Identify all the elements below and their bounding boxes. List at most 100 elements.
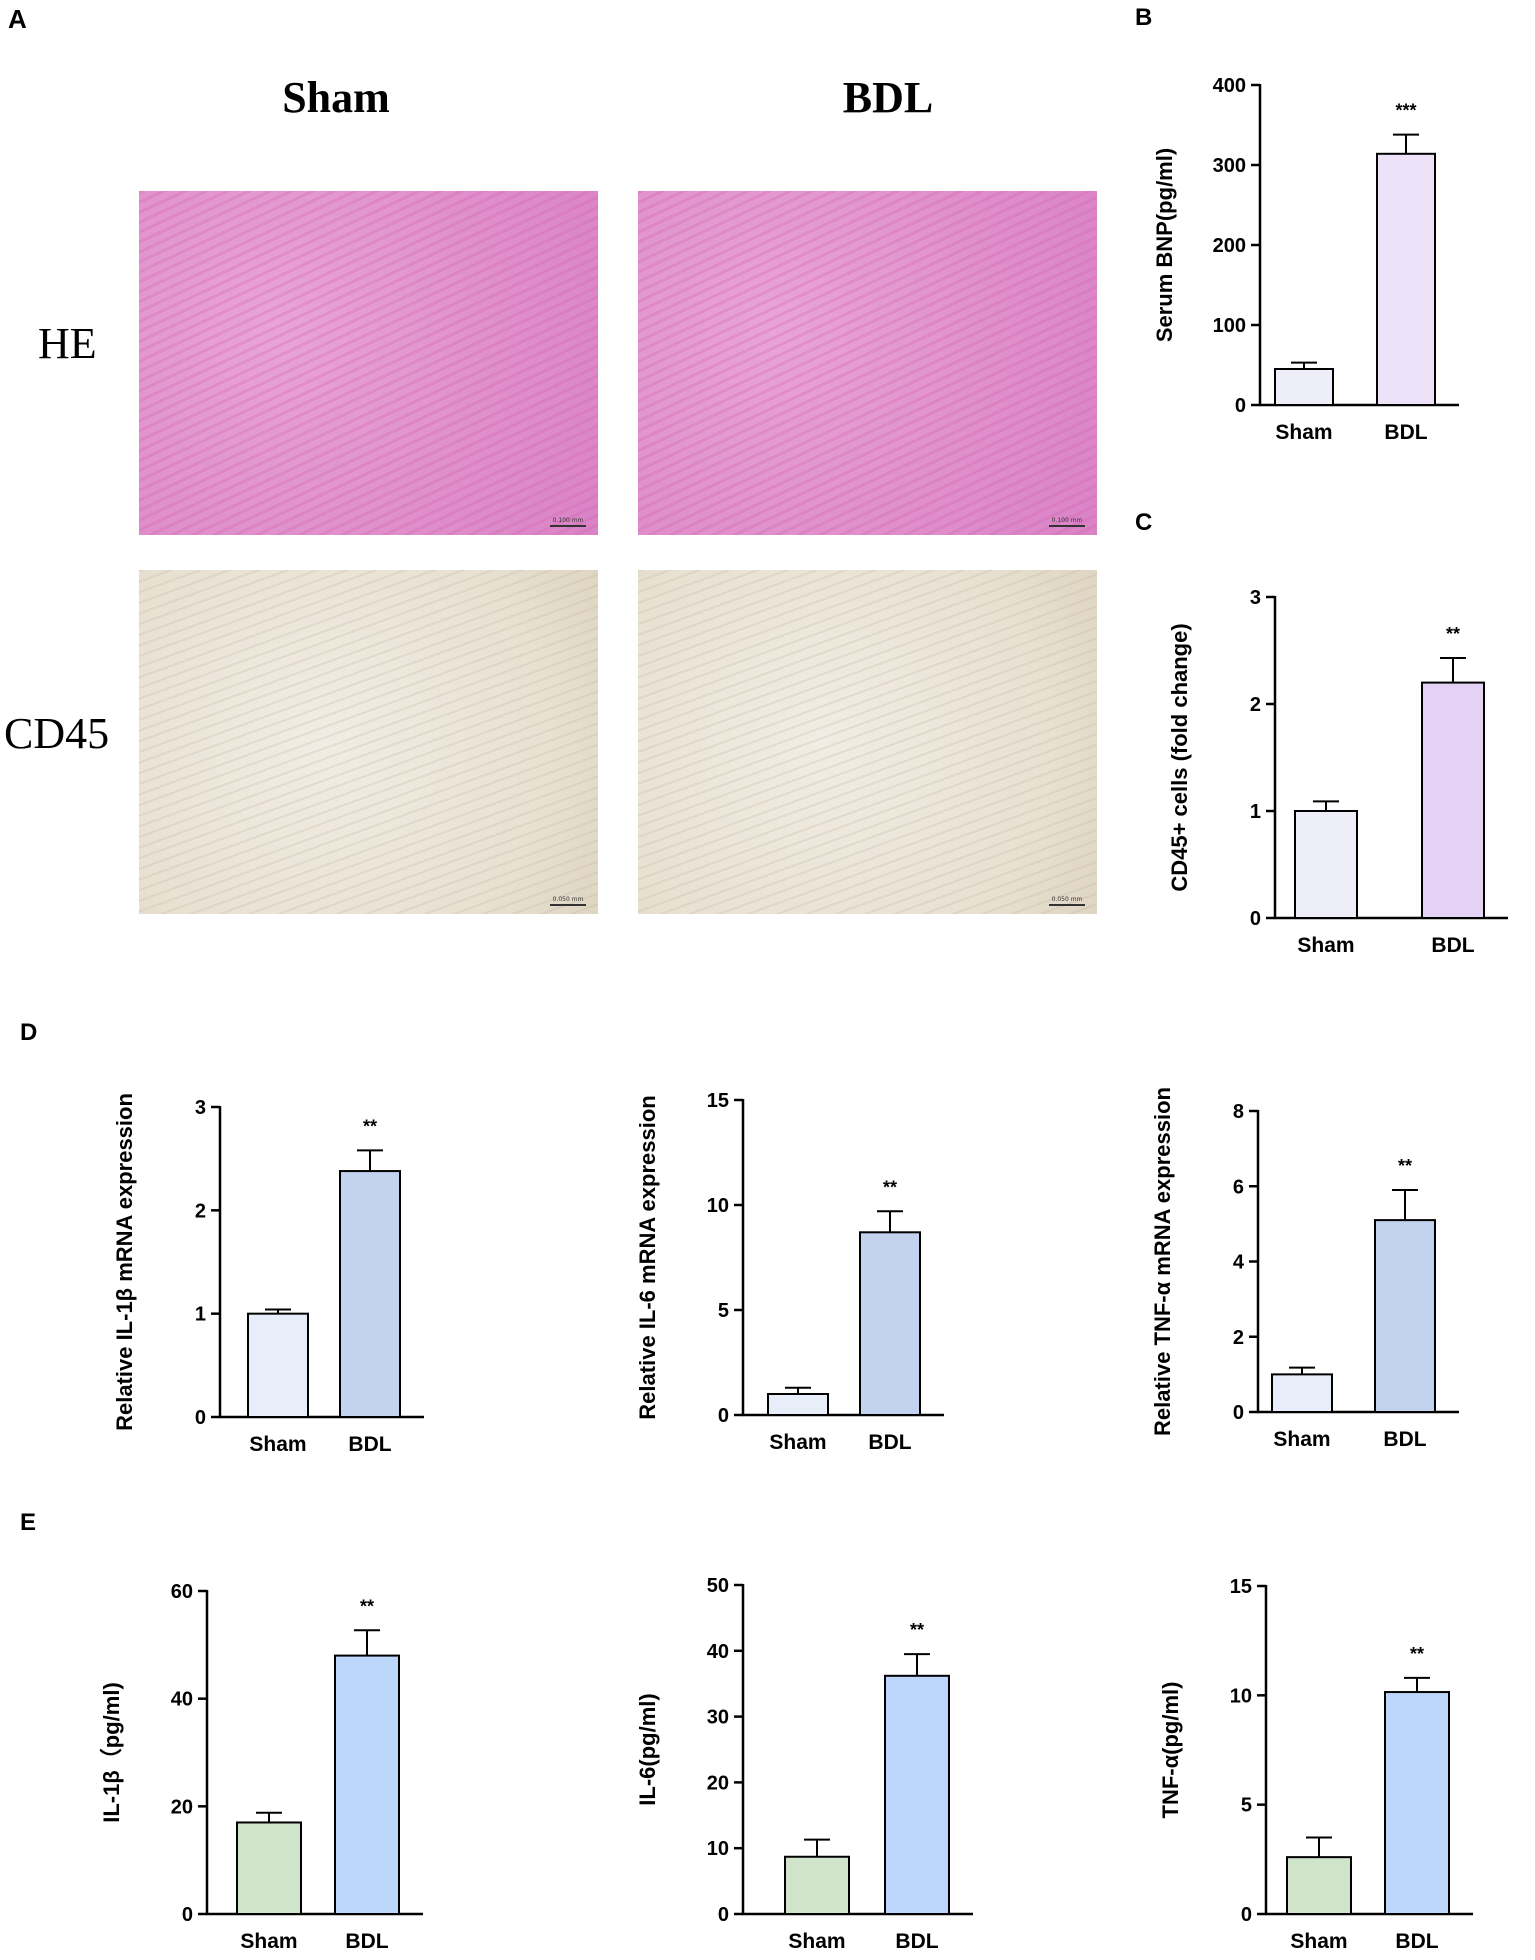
chart-il6-serum: 0 10 20 30 40 50 IL-6(pg/ml) Sham BDL ** (635, 1575, 973, 1953)
scale-bar: 0.100 mm (550, 517, 586, 527)
chart-il1b-mrna: D 0 1 2 3 Relative IL-1β mRNA expression Sham B… (20, 1020, 424, 1456)
bar-bdl (1384, 1691, 1450, 1915)
x-category-label: Sham (788, 1930, 845, 1953)
bar-sham (784, 1855, 850, 1915)
y-tick-label: 5 (1241, 1795, 1252, 1817)
y-tick-label: 300 (1213, 155, 1246, 177)
y-tick-label: 1 (195, 1304, 206, 1326)
bar-sham (247, 1312, 309, 1418)
y-axis-title: Serum BNP(pg/ml) (1152, 148, 1177, 342)
y-tick-label: 40 (707, 1641, 729, 1663)
scale-bar: 0.050 mm (550, 896, 586, 906)
x-category-label: BDL (1431, 934, 1474, 957)
y-tick-label: 40 (171, 1689, 193, 1711)
y-tick-label: 20 (707, 1772, 729, 1794)
scale-bar: 0.100 mm (1049, 517, 1085, 527)
significance-marker: ** (910, 1620, 924, 1640)
chart-tnfa-mrna: 0 2 4 6 8 Relative TNF-α mRNA expression Sham B… (1150, 1087, 1459, 1451)
x-category-label: BDL (1395, 1930, 1438, 1953)
y-tick-label: 3 (195, 1097, 206, 1119)
chart-il6-mrna: 0 5 10 15 Relative IL-6 mRNA expression Sham B… (635, 1090, 944, 1454)
panel-letter: C (1135, 510, 1152, 536)
x-category-label: Sham (1290, 1930, 1347, 1953)
y-tick-label: 0 (1241, 1904, 1252, 1926)
y-tick-label: 20 (171, 1796, 193, 1818)
y-tick-label: 2 (1233, 1327, 1244, 1349)
bar-bdl (339, 1170, 401, 1418)
micrograph-he-sham: 0.100 mm (139, 191, 598, 535)
bar-sham (1271, 1373, 1333, 1413)
x-category-label: BDL (895, 1930, 938, 1953)
bar-sham (236, 1821, 302, 1916)
significance-marker: ** (1398, 1156, 1412, 1176)
x-category-label: BDL (1384, 421, 1427, 444)
bar-bdl (1421, 681, 1485, 919)
bar-bdl (884, 1674, 950, 1915)
x-category-label: BDL (868, 1431, 911, 1454)
bar-bdl (1376, 152, 1436, 406)
y-axis-title: IL-6(pg/ml) (635, 1693, 660, 1805)
x-category-label: BDL (348, 1433, 391, 1456)
bar-sham (1286, 1856, 1352, 1915)
y-tick-label: 200 (1213, 235, 1246, 257)
bar-sham (1294, 810, 1358, 919)
y-tick-label: 10 (707, 1838, 729, 1860)
y-tick-label: 4 (1233, 1252, 1245, 1274)
y-axis-title: Relative IL-1β mRNA expression (112, 1093, 137, 1431)
x-category-label: BDL (345, 1930, 388, 1953)
y-tick-label: 15 (707, 1090, 729, 1112)
x-category-label: Sham (1297, 934, 1354, 957)
y-tick-label: 10 (1230, 1685, 1252, 1707)
significance-marker: ** (1446, 624, 1460, 644)
y-tick-label: 0 (1235, 395, 1246, 417)
column-header-sham: Sham (282, 73, 390, 122)
significance-marker: ** (1410, 1644, 1424, 1664)
panel-letter: E (20, 1510, 36, 1536)
micrograph-cd45-sham: 0.050 mm (139, 570, 598, 914)
chart-serum-bnp: B 0 100 200 300 400 Serum BNP(pg/ml) Sham BDL *** (1135, 4, 1459, 444)
chart-cd45-cells: C 0 1 2 3 CD45+ cells (fold change) Sham BDL ** (1135, 510, 1508, 957)
y-tick-label: 50 (707, 1575, 729, 1597)
y-tick-label: 3 (1250, 587, 1261, 609)
chart-il1b-serum: E 0 20 40 60 IL-1β（pg/ml) Sham BDL ** (20, 1510, 423, 1953)
column-header-bdl: BDL (842, 73, 934, 122)
x-category-label: Sham (769, 1431, 826, 1454)
y-tick-label: 0 (1233, 1402, 1244, 1424)
y-tick-label: 30 (707, 1707, 729, 1729)
panel-letter: D (20, 1020, 37, 1046)
row-header-he: HE (38, 319, 97, 368)
micrograph-he-bdl: 0.100 mm (638, 191, 1097, 535)
bar-sham (767, 1393, 829, 1416)
y-tick-label: 5 (718, 1300, 729, 1322)
panel-letter: B (1135, 4, 1152, 31)
x-category-label: Sham (1273, 1428, 1330, 1451)
y-axis-title: IL-1β（pg/ml) (99, 1682, 124, 1823)
y-axis-title: Relative IL-6 mRNA expression (635, 1095, 660, 1419)
bar-bdl (1374, 1219, 1436, 1413)
x-category-label: BDL (1383, 1428, 1426, 1451)
y-tick-label: 0 (718, 1405, 729, 1427)
y-axis-title: CD45+ cells (fold change) (1167, 623, 1192, 891)
x-category-label: Sham (240, 1930, 297, 1953)
significance-marker: *** (1395, 101, 1416, 121)
y-tick-label: 0 (718, 1904, 729, 1926)
micrograph-cd45-bdl: 0.050 mm (638, 570, 1097, 914)
significance-marker: ** (363, 1116, 377, 1136)
scale-bar: 0.050 mm (1049, 896, 1085, 906)
chart-tnfa-serum: 0 5 10 15 TNF-α(pg/ml) Sham BDL ** (1158, 1576, 1473, 1953)
y-tick-label: 8 (1233, 1101, 1244, 1123)
y-tick-label: 1 (1250, 801, 1261, 823)
y-tick-label: 6 (1233, 1176, 1244, 1198)
y-tick-label: 100 (1213, 315, 1246, 337)
y-tick-label: 0 (1250, 908, 1261, 930)
panel-letter-a: A (8, 4, 27, 34)
bar-bdl (859, 1231, 921, 1416)
x-category-label: Sham (1275, 421, 1332, 444)
y-tick-label: 400 (1213, 75, 1246, 97)
y-tick-label: 10 (707, 1195, 729, 1217)
significance-marker: ** (360, 1596, 374, 1616)
y-tick-label: 2 (1250, 694, 1261, 716)
bar-sham (1274, 368, 1334, 406)
significance-marker: ** (883, 1177, 897, 1197)
y-axis-title: TNF-α(pg/ml) (1158, 1682, 1183, 1819)
